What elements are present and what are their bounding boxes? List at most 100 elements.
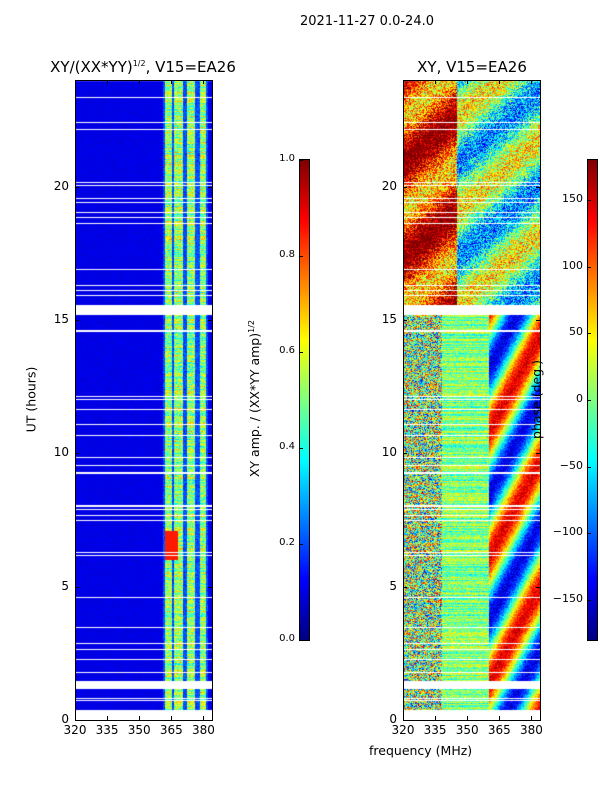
x-tick-mark xyxy=(203,716,205,720)
x-tick-mark xyxy=(203,80,205,84)
x-tick-mark xyxy=(75,80,76,84)
colorbar-tick-label: 1.0 xyxy=(279,153,295,164)
colorbar-tick-label: 50 xyxy=(569,325,583,339)
colorbar-tick-mark xyxy=(588,200,591,201)
y-tick-mark xyxy=(208,320,212,321)
y-tick-mark xyxy=(403,720,407,721)
y-tick-label: 0 xyxy=(389,712,397,726)
y-tick-mark xyxy=(536,186,540,188)
x-tick-mark xyxy=(499,80,501,84)
y-tick-mark xyxy=(536,586,540,588)
colorbar-tick-label: 0.6 xyxy=(279,345,295,356)
right-panel-title: XY, V15=EA26 xyxy=(417,58,527,76)
colorbar-tick-label: 150 xyxy=(562,192,583,205)
phase-colorbar-label: phase (deg.) xyxy=(528,360,544,439)
phase-colorbar xyxy=(588,160,597,640)
y-tick-mark xyxy=(536,720,540,721)
y-tick-label: 20 xyxy=(53,178,69,193)
phase-heatmap xyxy=(403,80,540,720)
x-tick-mark xyxy=(531,716,533,720)
colorbar-tick-label: 0 xyxy=(576,392,583,405)
x-tick-mark xyxy=(435,80,437,84)
left-title-suffix: , V15=EA26 xyxy=(145,58,236,76)
x-tick-mark xyxy=(403,716,404,720)
left-axes-frame xyxy=(75,80,213,721)
colorbar-tick-mark xyxy=(588,533,591,535)
y-tick-mark xyxy=(75,453,79,455)
x-tick-mark xyxy=(467,716,469,720)
colorbar-tick-label: −150 xyxy=(552,592,583,605)
x-tick-mark xyxy=(171,716,173,720)
x-tick-mark xyxy=(435,716,437,720)
right-xlabel: frequency (MHz) xyxy=(369,743,473,758)
amplitude-colorbar-frame xyxy=(299,159,310,641)
colorbar-tick-label: −50 xyxy=(559,458,583,472)
x-tick-label: 335 xyxy=(423,723,447,737)
y-tick-mark xyxy=(536,320,540,321)
amplitude-heatmap xyxy=(75,80,212,720)
x-tick-label: 380 xyxy=(519,723,543,737)
x-tick-mark xyxy=(467,80,469,84)
y-tick-label: 10 xyxy=(53,445,69,460)
x-tick-mark xyxy=(107,80,109,84)
y-tick-mark xyxy=(403,453,407,455)
x-tick-mark xyxy=(139,80,141,84)
y-tick-mark xyxy=(208,453,212,455)
x-tick-label: 365 xyxy=(159,723,183,737)
x-tick-mark xyxy=(75,716,76,720)
y-tick-label: 20 xyxy=(381,178,397,193)
y-tick-mark xyxy=(403,586,407,588)
colorbar-tick-label: 0.0 xyxy=(279,633,295,644)
colorbar-tick-label: 0.4 xyxy=(279,441,295,452)
colorbar-tick-mark xyxy=(300,448,303,449)
colorbar-tick-mark xyxy=(588,400,591,401)
y-tick-mark xyxy=(403,186,407,188)
x-tick-mark xyxy=(403,80,404,84)
x-tick-mark xyxy=(107,716,109,720)
amplitude-colorbar xyxy=(300,160,309,640)
y-tick-label: 15 xyxy=(381,312,397,326)
x-tick-label: 350 xyxy=(455,723,479,737)
y-tick-mark xyxy=(75,586,79,588)
colorbar-tick-mark xyxy=(300,256,303,257)
y-tick-mark xyxy=(208,720,212,721)
x-tick-label: 320 xyxy=(63,723,87,737)
colorbar-tick-mark xyxy=(588,266,591,268)
amplitude-colorbar-label: XY amp. / (XX*YY amp)1/2 xyxy=(247,320,262,477)
y-tick-mark xyxy=(75,186,79,188)
x-tick-label: 380 xyxy=(191,723,215,737)
y-tick-mark xyxy=(208,586,212,588)
left-ylabel: UT (hours) xyxy=(23,366,39,433)
figure-suptitle: 2021-11-27 0.0-24.0 xyxy=(300,14,434,29)
y-tick-label: 10 xyxy=(381,445,397,460)
y-tick-mark xyxy=(536,453,540,455)
cb0-label-sup: 1/2 xyxy=(246,320,256,333)
y-tick-label: 15 xyxy=(53,312,69,326)
y-tick-mark xyxy=(208,186,212,188)
x-tick-mark xyxy=(171,80,173,84)
colorbar-tick-mark xyxy=(300,544,303,545)
cb0-label-main: XY amp. / (XX*YY amp) xyxy=(247,332,263,478)
colorbar-tick-mark xyxy=(588,600,591,601)
colorbar-tick-mark xyxy=(588,466,591,468)
colorbar-tick-label: −100 xyxy=(552,525,583,539)
y-tick-mark xyxy=(75,320,79,321)
x-tick-mark xyxy=(499,716,501,720)
y-tick-mark xyxy=(75,720,79,721)
x-tick-label: 350 xyxy=(127,723,151,737)
colorbar-tick-mark xyxy=(300,640,303,641)
x-tick-label: 365 xyxy=(487,723,511,737)
colorbar-tick-mark xyxy=(300,160,303,161)
colorbar-tick-label: 0.8 xyxy=(279,249,295,260)
phase-colorbar-frame xyxy=(587,159,598,641)
colorbar-tick-mark xyxy=(588,333,591,335)
right-axes-frame xyxy=(403,80,541,721)
x-tick-mark xyxy=(139,716,141,720)
colorbar-tick-label: 100 xyxy=(562,258,583,272)
y-tick-label: 5 xyxy=(389,578,397,593)
colorbar-tick-label: 0.2 xyxy=(279,537,295,548)
left-title-sup: 1/2 xyxy=(132,59,146,68)
colorbar-tick-mark xyxy=(300,352,303,353)
x-tick-label: 335 xyxy=(95,723,119,737)
left-title-main: XY/(XX*YY) xyxy=(50,58,133,76)
